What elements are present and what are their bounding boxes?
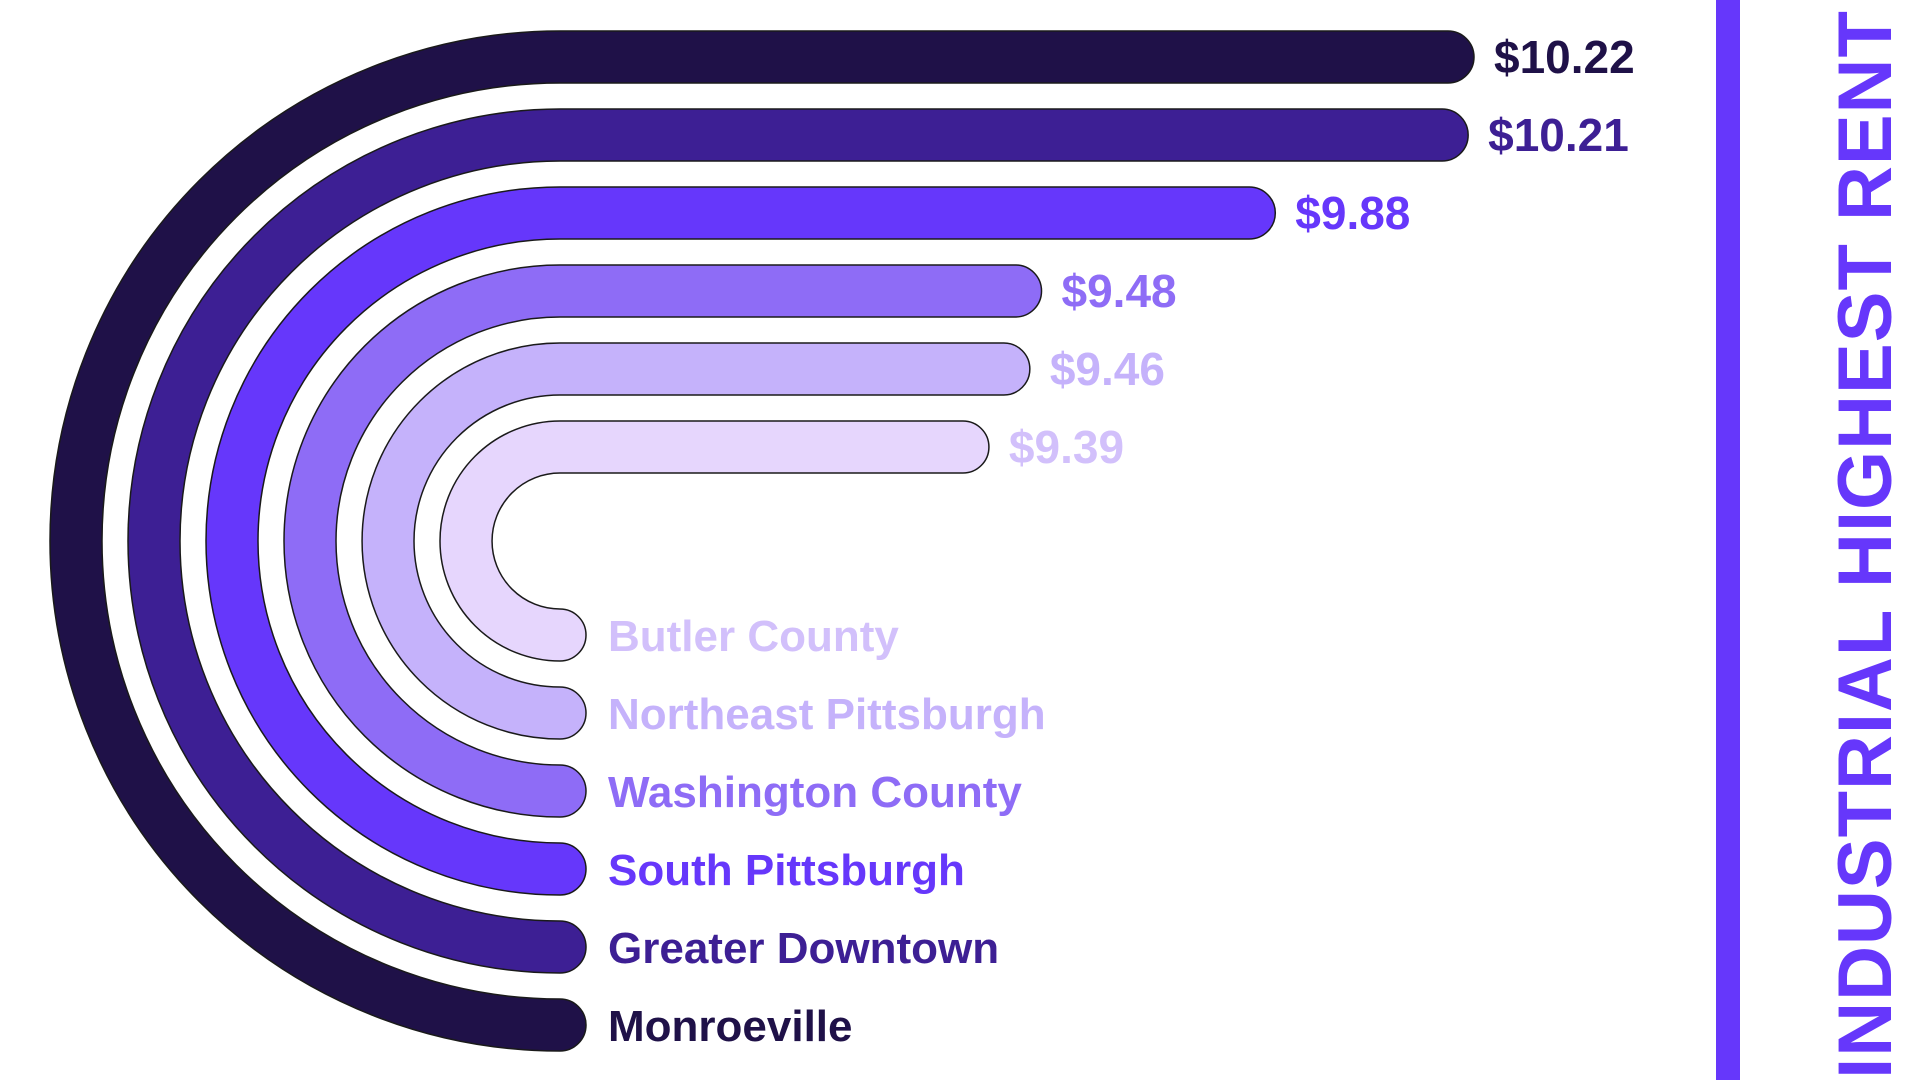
accent-rule (1716, 0, 1740, 1080)
bar-monroeville (49, 30, 1475, 1052)
value-label: $9.39 (1009, 421, 1124, 473)
bar-south-pittsburgh (205, 186, 1277, 896)
value-label: $9.88 (1295, 187, 1410, 239)
value-label: $9.48 (1062, 265, 1177, 317)
chart-title-container: INDUSTRIAL HIGHEST RENT (1823, 10, 1908, 1079)
value-label: $9.46 (1050, 343, 1165, 395)
bar-greater-downtown (127, 108, 1469, 974)
category-label: Butler County (608, 612, 899, 661)
bar-northeast-pittsburgh (361, 342, 1031, 740)
bar-butler-county (439, 420, 990, 662)
chart-title: INDUSTRIAL HIGHEST RENT (1822, 9, 1908, 1079)
value-label: $10.21 (1488, 109, 1629, 161)
category-label: Monroeville (608, 1002, 853, 1051)
bar-washington-county (283, 264, 1043, 818)
value-label: $10.22 (1494, 31, 1635, 83)
category-label: Greater Downtown (608, 924, 999, 973)
category-label: South Pittsburgh (608, 846, 965, 895)
category-label: Northeast Pittsburgh (608, 690, 1046, 739)
category-label: Washington County (608, 768, 1022, 817)
